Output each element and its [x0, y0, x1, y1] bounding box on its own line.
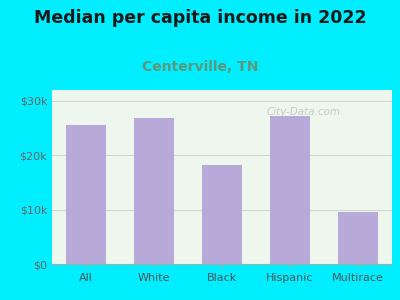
- Bar: [134, 118, 174, 264]
- Bar: [338, 212, 378, 264]
- Bar: [270, 116, 310, 264]
- Text: Median per capita income in 2022: Median per capita income in 2022: [34, 9, 366, 27]
- Bar: [202, 165, 242, 264]
- Text: Centerville, TN: Centerville, TN: [142, 60, 258, 74]
- Bar: [66, 125, 106, 264]
- Text: City-Data.com: City-Data.com: [266, 107, 340, 117]
